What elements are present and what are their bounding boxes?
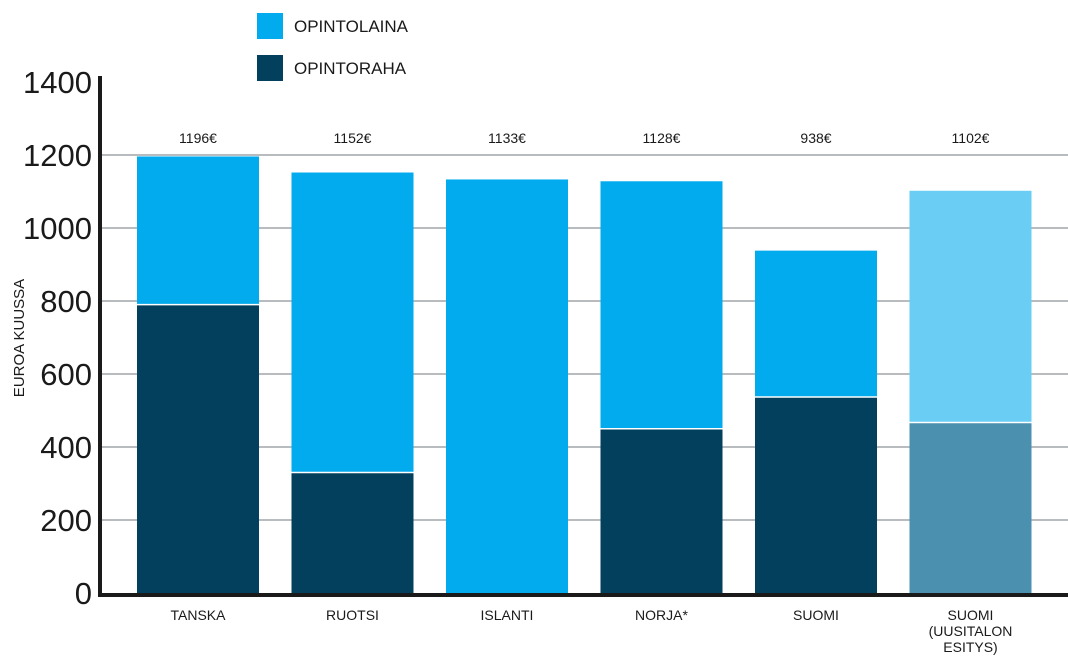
y-tick-label: 200 [40, 503, 92, 538]
total-label: 1102€ [952, 130, 990, 146]
y-tick-label: 600 [40, 357, 92, 392]
total-label: 938€ [800, 130, 831, 146]
x-tick-label: SUOMI [948, 607, 994, 623]
total-label: 1128€ [643, 130, 681, 146]
x-tick-label: ESITYS) [943, 639, 997, 655]
x-tick-label: (UUSITALON [929, 623, 1013, 639]
total-label: 1133€ [488, 130, 526, 146]
bar-segment-opintoraha [909, 422, 1032, 593]
bar-segment-opintolaina [291, 172, 414, 473]
x-tick-label: SUOMI [793, 607, 839, 623]
y-tick-label: 800 [40, 284, 92, 319]
bar-segment-opintolaina [446, 179, 568, 593]
legend-label: OPINTOLAINA [294, 17, 409, 36]
y-axis-label: EUROA KUUSSA [11, 279, 28, 397]
y-tick-label: 1200 [23, 138, 92, 173]
legend-swatch [257, 13, 283, 39]
legend-label: OPINTORAHA [294, 59, 407, 78]
bar-segment-opintolaina [137, 156, 259, 305]
y-tick-label: 1400 [23, 65, 92, 100]
y-tick-label: 400 [40, 430, 92, 465]
y-tick-label: 1000 [23, 211, 92, 246]
bar-segment-opintoraha [755, 396, 877, 593]
bar-segment-opintoraha [291, 472, 414, 593]
x-tick-label: RUOTSI [326, 607, 379, 623]
bar-segment-opintolaina [600, 181, 723, 429]
total-label: 1152€ [334, 130, 372, 146]
bar-segment-opintolaina [755, 250, 877, 397]
total-label: 1196€ [179, 130, 217, 146]
y-tick-label: 0 [75, 576, 92, 611]
bar-segment-opintoraha [137, 304, 259, 593]
bar-segment-opintolaina [909, 190, 1032, 423]
x-tick-label: TANSKA [171, 607, 227, 623]
x-tick-label: ISLANTI [481, 607, 534, 623]
bar-segment-opintoraha [600, 428, 723, 593]
x-tick-label: NORJA* [635, 607, 688, 623]
legend-swatch [257, 55, 283, 81]
